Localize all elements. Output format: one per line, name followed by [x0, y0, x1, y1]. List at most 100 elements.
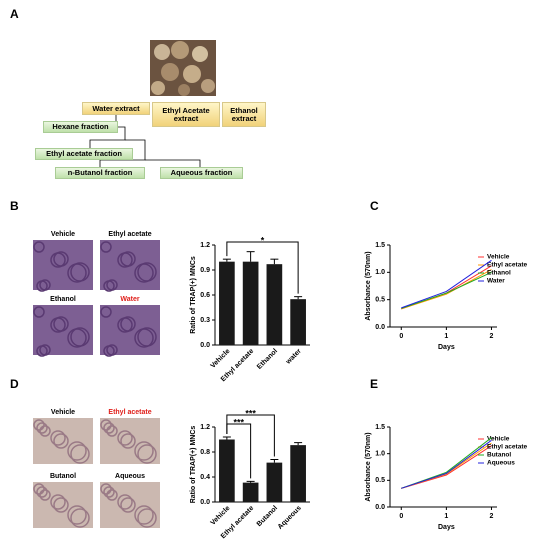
y-tick-label: 0.0: [375, 504, 385, 511]
x-tick-label: 1: [444, 333, 448, 340]
micrograph-cell: [70, 508, 90, 528]
x-tick-label: Vehicle: [210, 348, 232, 370]
significance-label: ***: [233, 417, 244, 427]
bar: [219, 261, 235, 345]
legend-label: Butanol: [487, 452, 511, 459]
micrograph-label: Ethyl acetate: [108, 409, 151, 416]
x-axis-label: Days: [438, 524, 455, 531]
bar: [290, 445, 306, 502]
x-tick-label: 2: [490, 513, 494, 520]
panel-label: A: [10, 7, 19, 21]
significance-bracket: [226, 241, 299, 294]
micrograph-cell: [39, 489, 51, 501]
error-bar: [246, 480, 255, 483]
micrograph-cell: [103, 422, 115, 434]
bracket-line: [226, 414, 275, 457]
micrograph-cell: [39, 425, 51, 437]
micrograph-cell: [137, 444, 157, 464]
legend-label: Vehicle: [487, 436, 510, 443]
micrograph-cell: [53, 316, 69, 332]
micrograph-cell: [67, 441, 87, 461]
micrograph-cell: [70, 262, 90, 282]
micrograph-cell: [117, 430, 133, 446]
micrograph-cell: [100, 483, 112, 495]
micrograph-cell: [53, 433, 69, 449]
y-tick-label: 0.0: [200, 499, 210, 506]
micrograph-label: Water: [120, 296, 139, 303]
diagram-node: Water extract: [82, 102, 150, 115]
series-line: [401, 259, 492, 309]
error-bar: [294, 442, 303, 446]
x-tick-label: Butanol: [256, 505, 279, 528]
legend-label: Ethanol: [487, 270, 511, 277]
y-tick-label: 1.2: [200, 242, 210, 249]
y-tick-label: 1.5: [375, 424, 385, 431]
bar: [242, 261, 259, 345]
bar: [266, 264, 283, 345]
y-axis-label: Ratio of TRAP(+) MNCs: [190, 426, 197, 504]
error-bar: [246, 251, 255, 262]
y-axis-label: Ratio of TRAP(+) MNCs: [190, 256, 197, 334]
micrograph-label: Butanol: [50, 473, 76, 480]
x-tick-label: Vehicle: [210, 505, 232, 527]
micrograph-cell: [36, 486, 48, 498]
micrograph-cell: [33, 306, 45, 318]
micrograph-cell: [100, 306, 112, 318]
micrograph-label: Vehicle: [51, 231, 75, 238]
y-tick-label: 1.0: [375, 269, 385, 276]
micrograph-cell: [50, 494, 66, 510]
micrograph-label: Ethanol: [50, 296, 76, 303]
micrograph-cell: [39, 279, 51, 291]
micrograph-label: Aqueous: [115, 473, 145, 480]
panel-label: E: [370, 377, 378, 391]
panel-label: B: [10, 199, 19, 213]
legend-label: Ethyl acetate: [487, 444, 527, 451]
panel-label: D: [10, 377, 19, 391]
micrograph-cell: [106, 279, 118, 291]
y-tick-label: 0.5: [375, 297, 385, 304]
x-tick-label: 1: [444, 513, 448, 520]
legend-label: Vehicle: [487, 254, 510, 261]
y-tick-label: 0.4: [200, 474, 210, 481]
micrograph-cell: [137, 327, 157, 347]
micrograph-cell: [106, 344, 118, 356]
micrograph-cell: [137, 262, 157, 282]
x-tick-label: 2: [490, 333, 494, 340]
micrograph-cell: [33, 241, 45, 253]
micrograph-cell: [134, 505, 154, 525]
x-tick-label: water: [284, 348, 303, 367]
series-line: [401, 269, 492, 310]
y-tick-label: 1.5: [375, 242, 385, 249]
micrograph-cell: [39, 344, 51, 356]
micrograph-cell: [120, 316, 136, 332]
x-tick-label: Aqueous: [277, 505, 303, 531]
micrograph-cell: [137, 508, 157, 528]
x-tick-label: 0: [399, 333, 403, 340]
bracket-line: [226, 241, 299, 294]
series-line: [401, 271, 492, 309]
y-tick-label: 1.2: [200, 424, 210, 431]
diagram-node: n-Butanol fraction: [55, 167, 145, 179]
micrograph-cell: [50, 430, 66, 446]
y-tick-label: 1.0: [375, 451, 385, 458]
micrograph-cell: [53, 251, 69, 267]
diagram-node: Ethyl Acetate extract: [152, 102, 220, 127]
micrograph-label: Vehicle: [51, 409, 75, 416]
panel-label: C: [370, 199, 379, 213]
error-bar: [294, 296, 303, 300]
bar: [219, 439, 235, 502]
bar: [266, 462, 283, 502]
micrograph-cell: [120, 497, 136, 513]
bar: [242, 482, 259, 502]
micrograph-cell: [106, 425, 118, 437]
micrograph-cell: [134, 441, 154, 461]
micrograph-cell: [70, 444, 90, 464]
micrograph-cell: [33, 483, 45, 495]
y-tick-label: 0.0: [375, 324, 385, 331]
bar: [290, 299, 306, 345]
y-tick-label: 0.6: [200, 292, 210, 299]
micrograph-cell: [100, 241, 112, 253]
error-bar: [222, 436, 231, 440]
